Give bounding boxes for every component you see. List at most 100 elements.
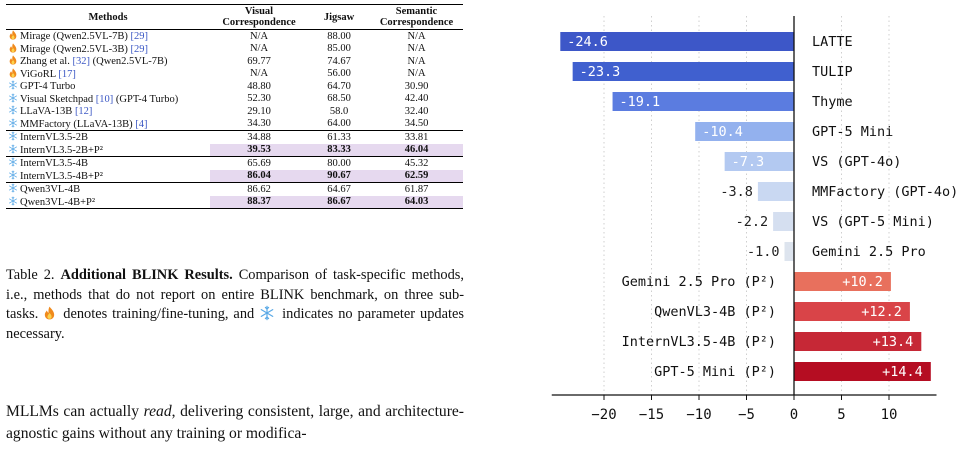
citation-link[interactable]: [17] xyxy=(58,68,76,80)
bar xyxy=(794,302,910,321)
snowflake-icon xyxy=(9,195,17,206)
table-section: Methods Visual Correspondence Jigsaw Sem… xyxy=(6,0,464,209)
method-suffix: (Qwen2.5VL-7B) xyxy=(89,56,168,67)
method-name: Mirage (Qwen2.5VL-3B) xyxy=(20,43,131,55)
table-header-row: Methods Visual Correspondence Jigsaw Sem… xyxy=(6,4,463,30)
jigsaw-cell: 68.50 xyxy=(327,93,351,104)
method-name-cell: Qwen3VL-4B+P² xyxy=(6,195,210,209)
x-tick-label: 10 xyxy=(881,407,898,423)
jigsaw-cell: 80.00 xyxy=(308,156,370,170)
visual-correspondence-cell: 39.53 xyxy=(210,143,308,157)
bar xyxy=(794,332,922,351)
citation-link[interactable]: [29] xyxy=(130,31,149,42)
x-tick-label: 5 xyxy=(837,407,845,423)
table-caption: Table 2. Additional BLINK Results. Compa… xyxy=(6,266,464,344)
semantic-correspondence-cell: N/A xyxy=(407,55,426,67)
visual-correspondence-cell: 69.77 xyxy=(247,55,271,67)
x-tick-label: 0 xyxy=(790,407,798,423)
category-label: VS (GPT-4o) xyxy=(812,154,901,170)
x-tick-label: −10 xyxy=(686,407,711,423)
semantic-correspondence-cell: 30.90 xyxy=(404,80,429,92)
method-name: Visual Sketchpad xyxy=(20,93,96,105)
semantic-correspondence-cell: 62.59 xyxy=(370,169,463,183)
visual-correspondence-cell: 29.10 xyxy=(247,105,271,117)
method-name-cell: Visual Sketchpad [10] (GPT-4 Turbo) xyxy=(6,92,210,106)
citation-link[interactable]: [4] xyxy=(135,118,148,130)
snowflake-icon xyxy=(9,183,17,193)
fire-icon xyxy=(9,67,17,78)
value-label: -7.3 xyxy=(732,154,765,170)
table-row: InternVL3.5-4B 65.69 80.00 45.32 xyxy=(6,156,463,170)
citation-link[interactable]: [10] xyxy=(95,93,114,105)
jigsaw-cell: 90.67 xyxy=(308,169,370,183)
visual-correspondence-cell: 34.88 xyxy=(210,130,308,144)
method-name: ViGoRL xyxy=(20,68,59,80)
fire-icon xyxy=(9,55,17,65)
snowflake-icon xyxy=(9,143,17,154)
method-name-cell: InternVL3.5-4B+P² xyxy=(6,169,210,183)
value-label: -24.6 xyxy=(567,34,608,50)
table-row: Visual Sketchpad [10] (GPT-4 Turbo) 52.30… xyxy=(6,92,463,106)
table-row: InternVL3.5-2B 34.88 61.33 33.81 xyxy=(6,130,463,144)
category-label: Gemini 2.5 Pro (P²) xyxy=(622,274,776,290)
semantic-correspondence-cell: 45.32 xyxy=(370,156,463,170)
citation-link[interactable]: [32] xyxy=(72,56,90,67)
value-label: -2.2 xyxy=(736,214,769,230)
fire-icon xyxy=(9,30,17,40)
bar xyxy=(724,152,794,171)
jigsaw-cell: 88.00 xyxy=(327,30,351,42)
visual-correspondence-cell: N/A xyxy=(249,30,269,42)
body-paragraph: MLLMs can actually read, delivering cons… xyxy=(6,401,464,445)
method-name-cell: MMFactory (LLaVA-13B) [4] xyxy=(6,117,210,131)
method-name-cell: Mirage (Qwen2.5VL-3B) [29] xyxy=(6,42,210,56)
bar xyxy=(794,362,931,381)
col-header-semantic-correspondence: Semantic Correspondence xyxy=(370,4,463,30)
table-row: LLaVA-13B [12] 29.10 58.0 32.40 xyxy=(6,105,463,118)
method-name: InternVL3.5-4B+P² xyxy=(20,170,103,182)
method-name-cell: LLaVA-13B [12] xyxy=(6,105,210,118)
table-row: Qwen3VL-4B 86.62 64.67 61.87 xyxy=(6,182,463,196)
category-label: MMFactory (GPT-4o) xyxy=(812,184,958,200)
chart-axes: −20 −15 −10 −5 0 5 10 xyxy=(551,16,937,423)
bar-chart: −20 −15 −10 −5 0 5 10 -24.6 LATTE -23.3 TULIP -19.… xyxy=(551,16,958,423)
jigsaw-cell: 64.00 xyxy=(327,118,351,129)
caption-text-3: indicates no parameter updates necessary… xyxy=(6,306,464,342)
snowflake-icon xyxy=(9,105,17,115)
col-header-methods: Methods xyxy=(6,4,210,30)
method-name-cell: InternVL3.5-4B xyxy=(6,156,210,170)
method-name: Qwen3VL-4B+P² xyxy=(20,196,95,208)
citation-link[interactable]: [29] xyxy=(130,43,149,55)
caption-label: Table 2. xyxy=(6,267,61,283)
method-name: MMFactory (LLaVA-13B) xyxy=(20,118,136,130)
semantic-correspondence-cell: N/A xyxy=(407,30,426,42)
jigsaw-cell: 56.00 xyxy=(327,68,351,79)
body-text-emphasis: read xyxy=(143,403,172,420)
caption-text-1: Comparison of task-specific methods, i.e… xyxy=(6,267,464,323)
method-name: Mirage (Qwen2.5VL-7B) xyxy=(20,31,131,42)
table-row: GPT-4 Turbo 48.80 64.70 30.90 xyxy=(6,80,463,93)
citation-link[interactable]: [12] xyxy=(74,106,93,117)
category-label: InternVL3.5-4B (P²) xyxy=(622,334,776,350)
fire-icon xyxy=(9,42,17,53)
method-name-cell: Mirage (Qwen2.5VL-7B) [29] xyxy=(6,30,210,43)
value-label: -23.3 xyxy=(580,64,621,80)
jigsaw-cell: 74.67 xyxy=(327,55,351,67)
visual-correspondence-cell: 88.37 xyxy=(210,195,308,209)
caption-text-2: denotes training/fine-tuning, and xyxy=(58,306,260,323)
bar xyxy=(773,212,794,231)
fire-icon xyxy=(45,306,55,320)
jigsaw-cell: 61.33 xyxy=(308,130,370,144)
visual-correspondence-cell: 48.80 xyxy=(247,80,271,92)
bar xyxy=(560,32,794,51)
category-label: GPT-5 Mini xyxy=(812,124,893,140)
semantic-correspondence-cell: 46.04 xyxy=(370,143,463,157)
jigsaw-cell: 85.00 xyxy=(327,43,351,54)
bar xyxy=(572,62,794,81)
snowflake-icon xyxy=(9,92,17,103)
method-name: InternVL3.5-2B+P² xyxy=(20,144,103,156)
value-label: -1.0 xyxy=(747,244,780,260)
method-name: Zhang et al. xyxy=(20,56,73,67)
x-tick-label: −20 xyxy=(591,407,616,423)
x-tick-label: −15 xyxy=(639,407,664,423)
table-row: Zhang et al. [32] (Qwen2.5VL-7B) 69.77 74.… xyxy=(6,55,463,68)
